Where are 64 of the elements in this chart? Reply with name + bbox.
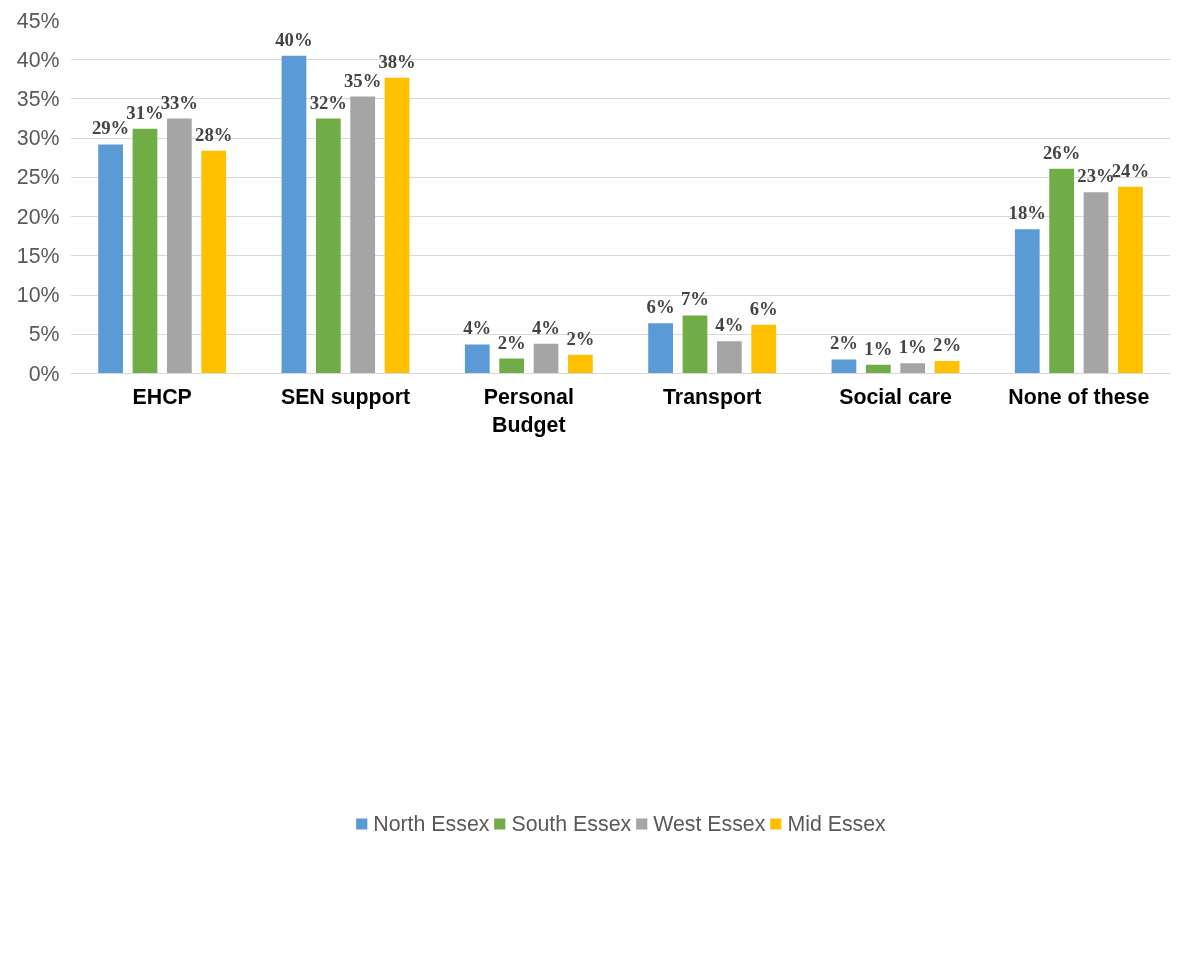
data-label: 2% xyxy=(566,327,595,349)
bar xyxy=(831,359,857,374)
y-tick-label: 45% xyxy=(16,8,60,33)
data-label: 40% xyxy=(275,28,313,50)
x-tick-label: None of these xyxy=(1008,384,1150,409)
bar xyxy=(464,344,490,374)
bar xyxy=(201,150,227,374)
bar xyxy=(1083,192,1109,374)
x-tick-label: Personal Budget xyxy=(483,384,574,438)
x-tick-label: Social care xyxy=(839,384,952,409)
legend-label: South Essex xyxy=(511,811,632,837)
data-label: 32% xyxy=(309,91,347,113)
y-tick-label: 30% xyxy=(16,126,60,151)
y-tick-label: 0% xyxy=(28,361,60,386)
data-label: 38% xyxy=(378,50,416,72)
bar xyxy=(533,343,559,374)
bar xyxy=(281,55,307,374)
data-label: 4% xyxy=(532,316,561,338)
bar xyxy=(568,354,593,374)
bar xyxy=(900,363,926,374)
legend-label: West Essex xyxy=(653,811,766,837)
bar xyxy=(1049,168,1075,374)
x-tick-label: SEN support xyxy=(280,384,411,409)
data-label: 6% xyxy=(749,297,778,319)
data-label: 18% xyxy=(1008,202,1046,224)
x-tick-label: EHCP xyxy=(132,384,192,409)
bar xyxy=(682,315,708,374)
data-label: 4% xyxy=(715,314,744,336)
y-tick-label: 35% xyxy=(16,86,60,111)
data-label: 35% xyxy=(344,69,382,91)
bar xyxy=(865,364,891,374)
bar xyxy=(934,360,960,374)
bar xyxy=(1118,186,1143,374)
bar xyxy=(166,118,192,374)
y-tick-label: 10% xyxy=(16,283,60,308)
data-label: 2% xyxy=(829,332,858,354)
bar xyxy=(98,144,123,374)
bar xyxy=(132,128,158,374)
bar xyxy=(499,358,525,374)
bar xyxy=(648,323,673,374)
legend-label: Mid Essex xyxy=(787,811,886,837)
y-tick-label: 15% xyxy=(16,243,60,268)
y-tick-label: 40% xyxy=(16,47,60,72)
bar xyxy=(350,96,376,374)
data-label: 6% xyxy=(646,296,675,318)
bar xyxy=(751,324,777,374)
y-tick-label: 25% xyxy=(16,165,60,190)
y-tick-label: 5% xyxy=(28,322,60,347)
data-label: 1% xyxy=(864,337,893,359)
data-label: 1% xyxy=(898,336,927,358)
data-label: 26% xyxy=(1042,141,1081,163)
data-label: 4% xyxy=(463,317,492,339)
data-label: 28% xyxy=(195,123,233,145)
y-tick-label: 20% xyxy=(16,204,60,229)
bar xyxy=(716,341,742,374)
legend-label: North Essex xyxy=(373,811,490,837)
data-label: 2% xyxy=(933,333,962,355)
bar xyxy=(315,118,341,374)
data-label: 2% xyxy=(497,331,526,353)
x-tick-label: Transport xyxy=(662,384,762,409)
bar xyxy=(384,77,410,374)
bar xyxy=(1014,229,1040,374)
data-label: 7% xyxy=(680,288,709,310)
data-label: 33% xyxy=(160,91,199,113)
